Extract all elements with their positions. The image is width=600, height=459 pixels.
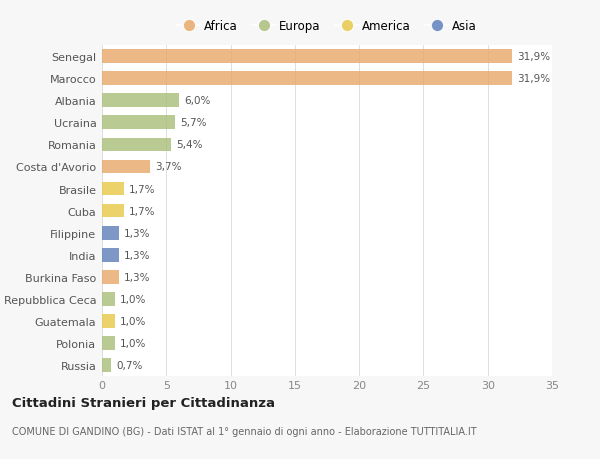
Text: 1,3%: 1,3% <box>124 272 151 282</box>
Bar <box>102 72 512 86</box>
Text: Cittadini Stranieri per Cittadinanza: Cittadini Stranieri per Cittadinanza <box>12 396 275 409</box>
Text: 1,3%: 1,3% <box>124 250 151 260</box>
Bar <box>102 292 115 306</box>
Legend: Africa, Europa, America, Asia: Africa, Europa, America, Asia <box>177 21 477 34</box>
Bar <box>102 204 124 218</box>
Text: 0,7%: 0,7% <box>116 360 143 370</box>
Bar <box>102 336 115 350</box>
Text: 1,7%: 1,7% <box>129 206 155 216</box>
Bar <box>102 160 149 174</box>
Bar <box>102 116 175 130</box>
Bar <box>102 182 124 196</box>
Text: 31,9%: 31,9% <box>517 52 550 62</box>
Text: 1,0%: 1,0% <box>120 338 146 348</box>
Bar <box>102 50 512 64</box>
Bar <box>102 248 119 262</box>
Text: 6,0%: 6,0% <box>184 96 211 106</box>
Bar <box>102 358 111 372</box>
Text: 1,0%: 1,0% <box>120 316 146 326</box>
Bar <box>102 138 172 152</box>
Bar <box>102 226 119 240</box>
Text: 1,7%: 1,7% <box>129 184 155 194</box>
Text: 31,9%: 31,9% <box>517 74 550 84</box>
Bar <box>102 314 115 328</box>
Bar <box>102 270 119 284</box>
Text: 5,4%: 5,4% <box>176 140 203 150</box>
Text: 1,0%: 1,0% <box>120 294 146 304</box>
Text: 1,3%: 1,3% <box>124 228 151 238</box>
Bar <box>102 94 179 108</box>
Text: 5,7%: 5,7% <box>181 118 207 128</box>
Text: COMUNE DI GANDINO (BG) - Dati ISTAT al 1° gennaio di ogni anno - Elaborazione TU: COMUNE DI GANDINO (BG) - Dati ISTAT al 1… <box>12 426 476 436</box>
Text: 3,7%: 3,7% <box>155 162 181 172</box>
